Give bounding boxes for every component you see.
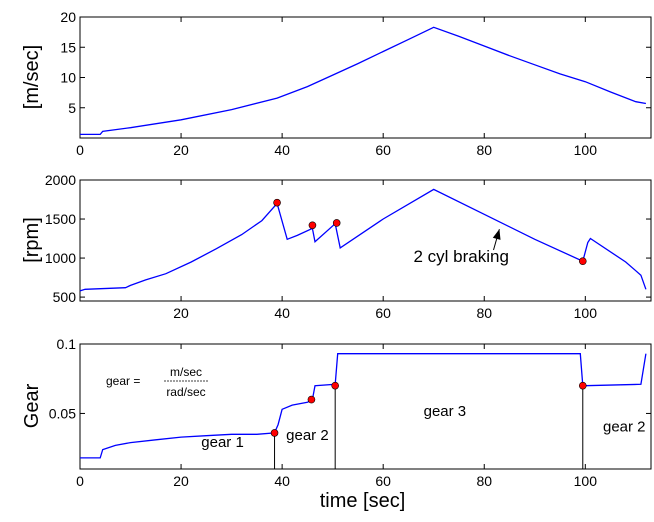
arrow-head: [492, 229, 501, 240]
y-axis-label: [m/sec]: [21, 45, 43, 109]
x-tick-label: 80: [476, 473, 492, 489]
x-tick-label: 80: [476, 142, 492, 158]
y-tick-label: 500: [53, 289, 77, 305]
annotation: gear 3: [424, 403, 467, 420]
panel-2: 20 40 60 80 100 500 1000 1500 2000 [rpm] 2 cyl bra…: [21, 172, 652, 321]
x-tick-label: 40: [274, 142, 290, 158]
y-tick-label: 20: [60, 9, 76, 25]
shift-point: [270, 429, 279, 437]
shift-point: [331, 381, 339, 390]
x-tick-label: 100: [574, 305, 598, 321]
annotation: gear 1: [201, 434, 244, 451]
shift-point: [307, 395, 316, 404]
x-tick-label: 40: [274, 473, 290, 489]
shift-point: [578, 257, 587, 265]
annotation: 2 cyl braking: [414, 247, 509, 266]
x-tick-label: 60: [375, 473, 391, 489]
y-tick-label: 1500: [45, 211, 76, 227]
formula-lhs: gear =: [106, 374, 140, 388]
y-tick-label: 10: [60, 70, 76, 86]
x-tick-label: 20: [173, 305, 189, 321]
shift-point: [578, 381, 587, 390]
y-tick-label: 0.1: [57, 336, 77, 352]
formula-numerator: m/sec: [170, 365, 202, 379]
y-tick-label: 15: [60, 39, 76, 55]
shift-point: [273, 198, 281, 207]
y-tick-label: 5: [68, 100, 76, 116]
x-tick-label: 60: [375, 142, 391, 158]
x-tick-label: 100: [574, 142, 598, 158]
x-tick-label: 20: [173, 142, 189, 158]
y-tick-label: 2000: [45, 172, 76, 188]
shift-point: [308, 221, 317, 230]
y-axis-label: [rpm]: [21, 217, 43, 263]
y-axis-label: Gear: [21, 383, 43, 428]
x-tick-label: 0: [76, 142, 84, 158]
series-line-1: [80, 26, 647, 136]
axes-frame: [79, 16, 652, 139]
x-tick-label: 100: [574, 473, 598, 489]
y-tick-label: 1000: [45, 250, 76, 266]
x-tick-label: 0: [76, 473, 84, 489]
annotation: gear 2: [286, 427, 329, 444]
series-line-1: [80, 353, 647, 459]
x-tick-label: 80: [476, 305, 492, 321]
x-tick-label: 60: [375, 305, 391, 321]
axes-frame: [79, 179, 652, 302]
shift-point: [332, 219, 341, 227]
series-line-1: [79, 188, 647, 292]
x-tick-label: 40: [274, 305, 290, 321]
x-tick-label: 20: [173, 473, 189, 489]
panel-1: 0 20 40 60 80 100 5 10 15 20 [m/sec]: [21, 9, 652, 158]
y-tick-label: 0.05: [49, 405, 76, 421]
x-axis-label: time [sec]: [320, 490, 406, 512]
axes-frame: [79, 343, 652, 470]
annotation: gear 2: [603, 419, 646, 436]
formula-denominator: rad/sec: [166, 385, 205, 399]
panel-3: 0 20 40 60 80 100 0.05 0.1 Gear time [sec] gear 1 g…: [21, 336, 652, 512]
